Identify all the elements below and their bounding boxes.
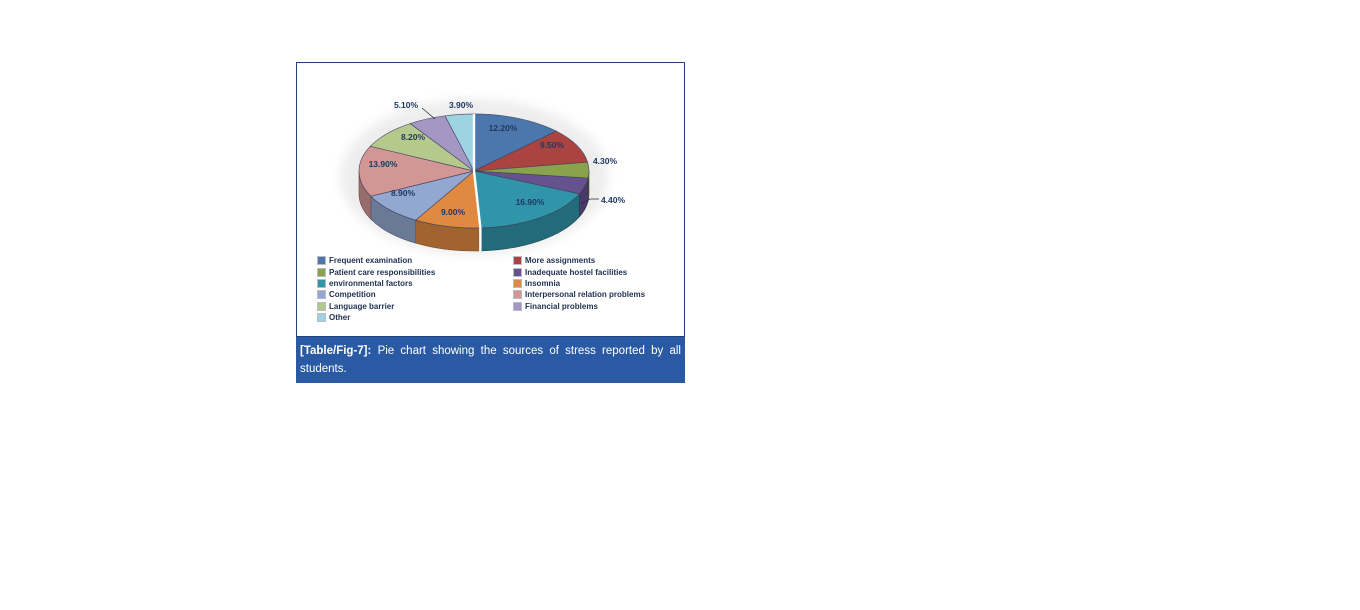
legend-item-other: Other (317, 313, 514, 323)
leader-line-financial-problems (421, 107, 436, 120)
pie-slice-label-other: 3.90% (449, 100, 474, 110)
legend-label: Patient care responsibilities (329, 267, 436, 277)
legend-item-insomnia: Insomnia (513, 278, 645, 288)
caption-tag: [Table/Fig-7]: (300, 345, 372, 357)
pie-slice-environmental-factors (473, 170, 581, 229)
legend-label: Inadequate hostel facilities (525, 267, 628, 277)
legend-label: Interpersonal relation problems (525, 290, 646, 300)
pie-slice-interpersonal-relation-problems (358, 145, 475, 197)
legend-item-competition: Competition (317, 290, 514, 300)
legend-label: Financial problems (525, 301, 598, 311)
legend-item-environmental-factors: environmental factors (317, 278, 514, 288)
legend-swatch-icon (513, 267, 522, 277)
legend-swatch-icon (317, 301, 326, 311)
pie-slice-label-interpersonal-relation-problems: 13.90% (369, 159, 398, 169)
figure-panel: 12.20% 9.50% 4.30% 4.40% 16.90% 9.00% 8.90% 13.… (296, 62, 685, 383)
legend-swatch-icon (513, 290, 522, 300)
legend-swatch-icon (317, 313, 326, 323)
legend-swatch-icon (513, 301, 522, 311)
legend-label: Insomnia (525, 278, 561, 288)
legend-item-financial-problems: Financial problems (513, 301, 645, 311)
legend-item-frequent-examination: Frequent examination (317, 256, 514, 266)
pie-slice-label-insomnia: 9.00% (441, 207, 466, 217)
pie-slice-label-more-assignments: 9.50% (540, 140, 565, 150)
legend-item-inadequate-hostel-facilities: Inadequate hostel facilities (513, 267, 645, 277)
legend-swatch-icon (317, 290, 326, 300)
caption-text: Pie chart showing the sources of stress … (300, 345, 681, 375)
chart-box: 12.20% 9.50% 4.30% 4.40% 16.90% 9.00% 8.90% 13.… (296, 62, 685, 337)
legend-label: environmental factors (329, 278, 413, 288)
pie-slice-label-frequent-examination: 12.20% (489, 123, 518, 133)
figure-caption: [Table/Fig-7]: Pie chart showing the sou… (296, 337, 685, 383)
pie-slice-label-patient-care-responsibilities: 4.30% (593, 156, 618, 166)
pie-seam-bottom (472, 170, 482, 252)
chart-legend: Frequent examination More assignments Pati… (317, 255, 646, 323)
legend-label: Frequent examination (329, 256, 413, 266)
pie-slice-label-environmental-factors: 16.90% (516, 197, 545, 207)
pie-slice-label-language-barrier: 8.20% (401, 132, 426, 142)
pie-slice-label-inadequate-hostel-facilities: 4.40% (601, 195, 626, 205)
pie-slice-label-competition: 8.90% (391, 188, 416, 198)
legend-item-more-assignments: More assignments (513, 256, 645, 266)
legend-swatch-icon (317, 267, 326, 277)
legend-label: Competition (329, 290, 376, 300)
legend-item-language-barrier: Language barrier (317, 301, 514, 311)
leader-line-inadequate-hostel-facilities (580, 198, 599, 205)
legend-swatch-icon (513, 256, 522, 266)
legend-label: Other (329, 313, 351, 323)
legend-swatch-icon (513, 278, 522, 288)
pie-slice-frequent-examination (473, 113, 557, 172)
legend-item-interpersonal-relation-problems: Interpersonal relation problems (513, 290, 646, 300)
legend-label: Language barrier (329, 301, 395, 311)
legend-item-patient-care-responsibilities: Patient care responsibilities (317, 267, 514, 277)
pie-chart: 12.20% 9.50% 4.30% 4.40% 16.90% 9.00% 8.90% 13.… (340, 99, 626, 255)
legend-swatch-icon (317, 256, 326, 266)
legend-label: More assignments (525, 256, 596, 266)
pie-slice-label-financial-problems: 5.10% (394, 100, 419, 110)
legend-swatch-icon (317, 278, 326, 288)
